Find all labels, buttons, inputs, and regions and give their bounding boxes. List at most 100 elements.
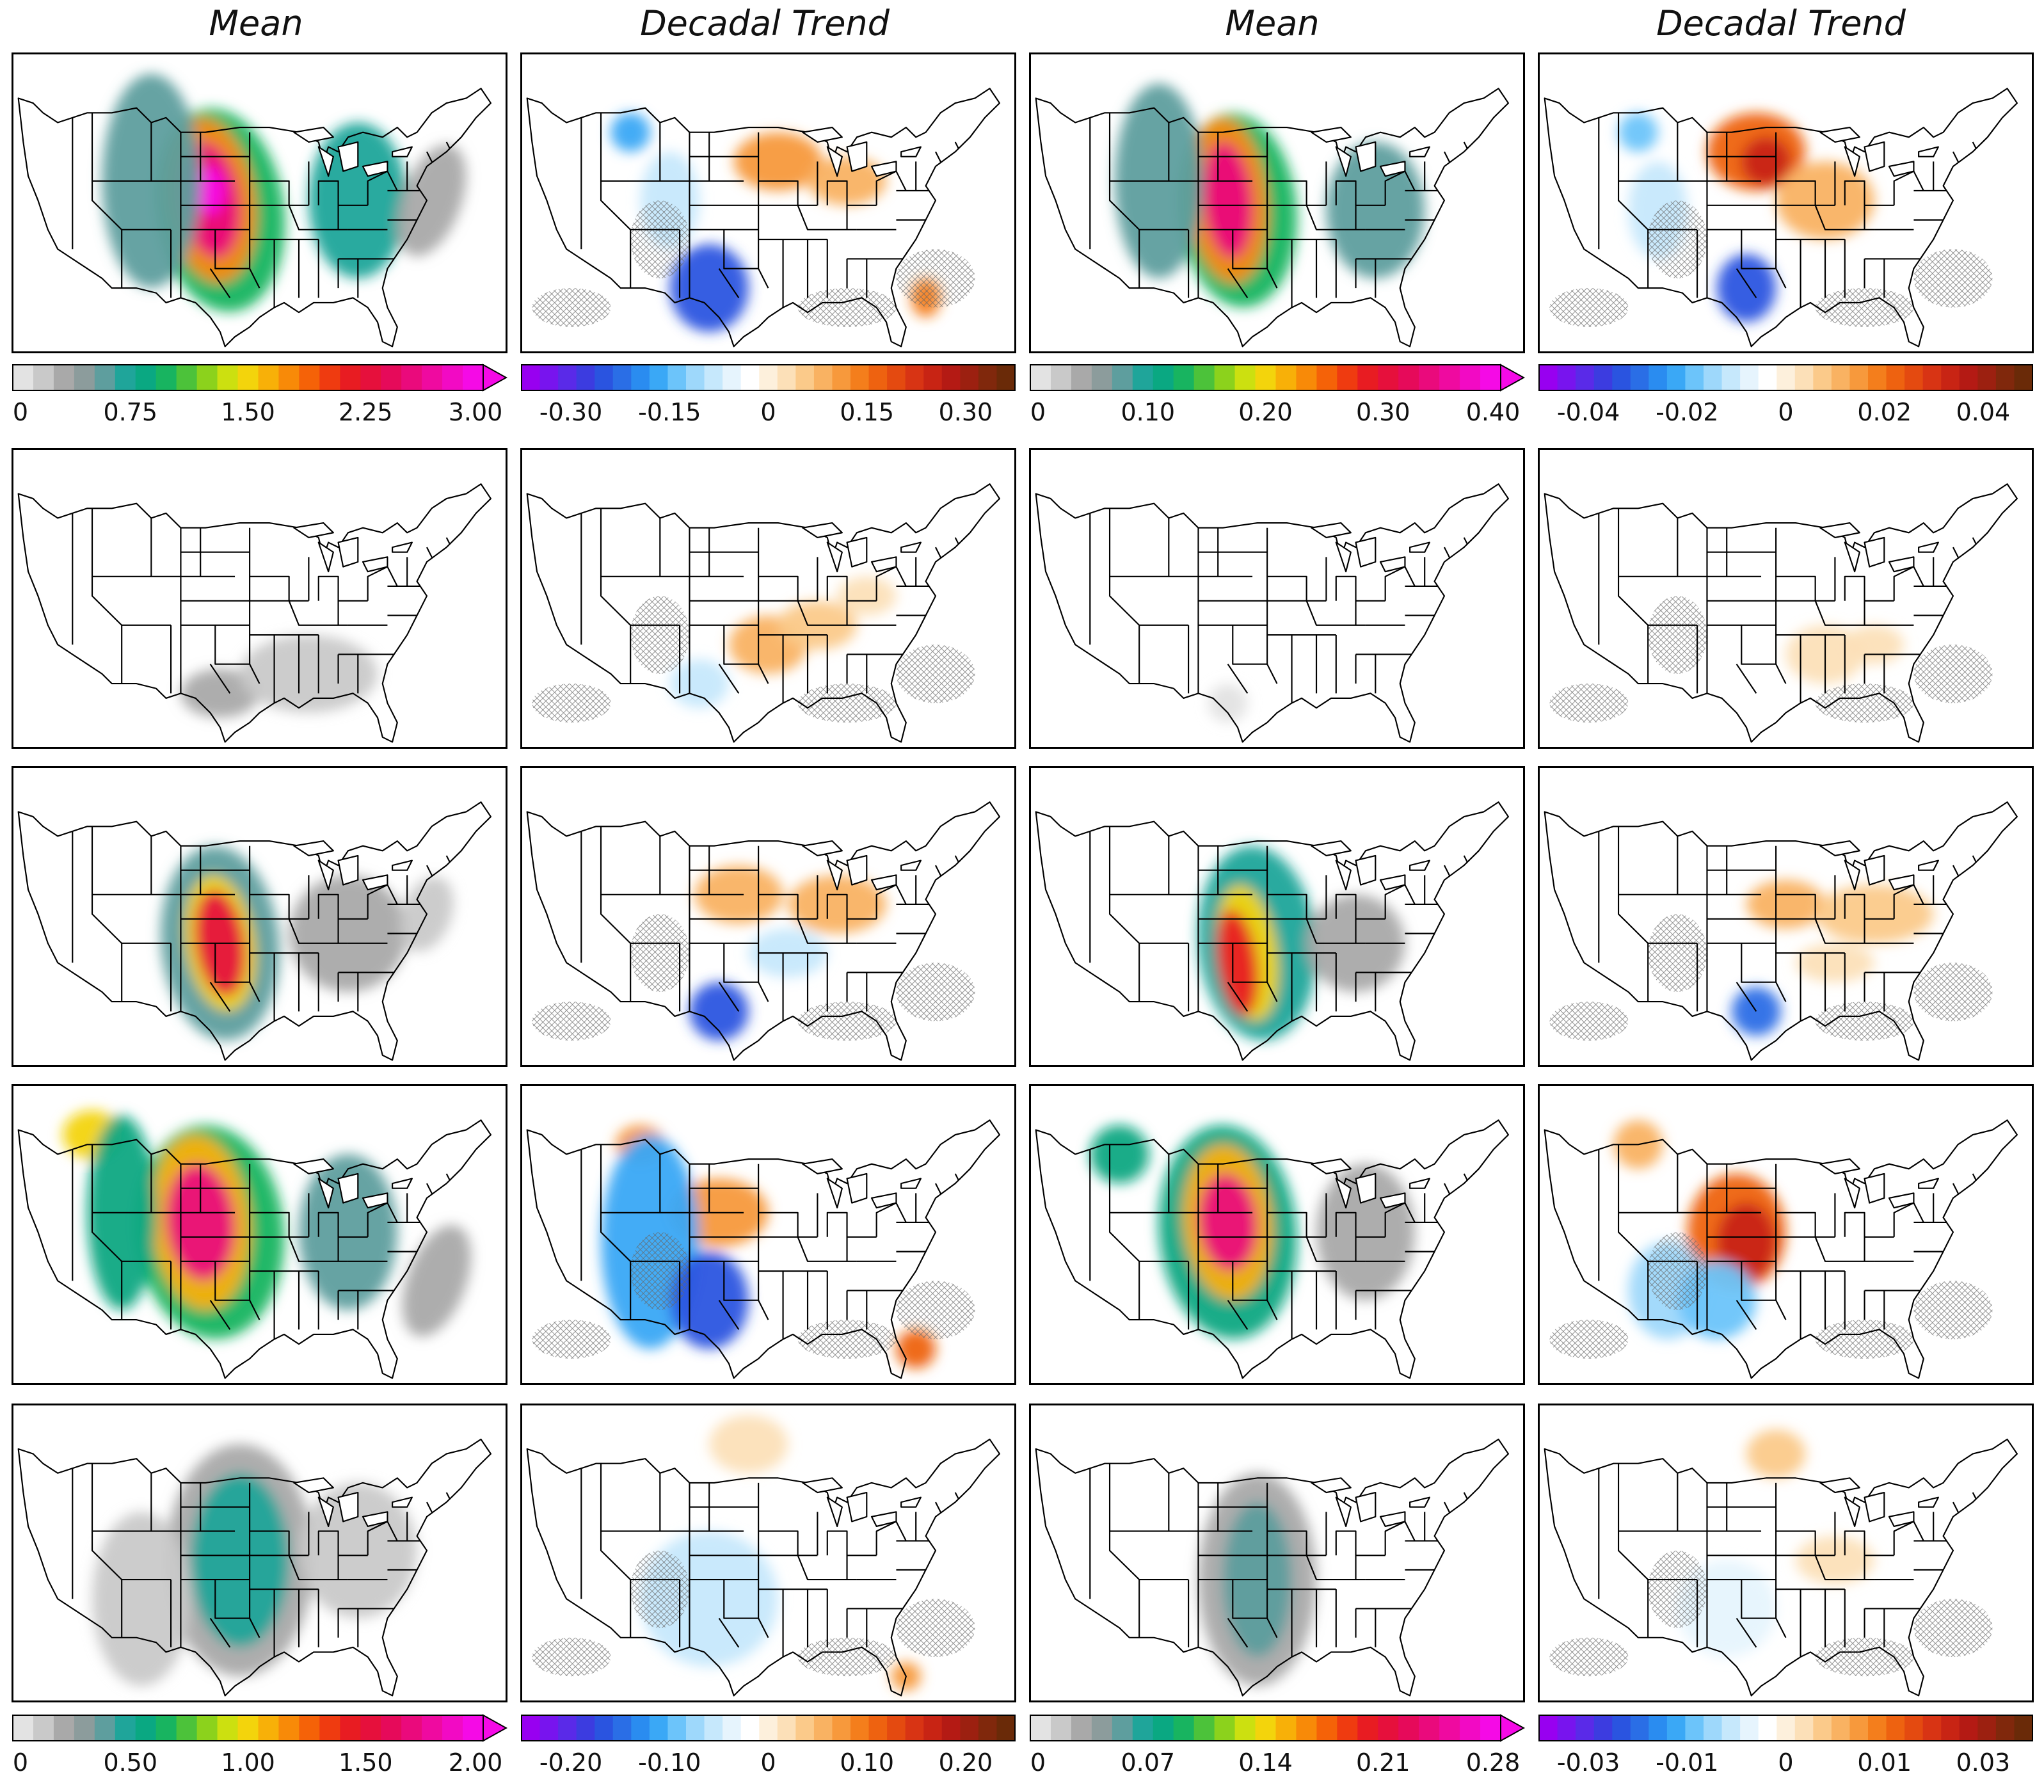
great-lake	[293, 840, 334, 856]
great-lake	[1918, 541, 1939, 553]
colorbar-tick-label: 0.04	[1956, 398, 2011, 426]
great-lake	[1311, 1477, 1352, 1494]
colorbar-tick-label: 1.00	[221, 1748, 275, 1777]
great-lake	[846, 1491, 868, 1523]
colorbar-swatch	[1612, 365, 1631, 390]
colorbar-swatch	[1091, 365, 1113, 390]
significance-hatching	[1549, 914, 1993, 1041]
colorbar-swatch	[1649, 1715, 1668, 1741]
great-lake	[1335, 1178, 1352, 1209]
great-lake	[1355, 1172, 1377, 1204]
great-lake	[1335, 541, 1352, 573]
great-lake	[870, 874, 897, 891]
colorbar-swatch	[1132, 365, 1154, 390]
colorbar-swatch	[1886, 1715, 1905, 1741]
colorbar-tick-label: 2.25	[338, 398, 393, 426]
colorbar-swatch	[539, 1715, 559, 1741]
colorbar-swatch	[759, 1715, 778, 1741]
colorbar-swatch	[813, 365, 833, 390]
colorbar-swatch	[237, 1715, 259, 1741]
great-lake	[1918, 1178, 1939, 1189]
colorbar-swatch	[631, 365, 650, 390]
colorbar-swatch	[1922, 365, 1942, 390]
colorbar-swatch	[1071, 365, 1092, 390]
great-lake	[826, 146, 843, 177]
significance-hatching	[532, 596, 975, 723]
map-panel-r2-c4	[1538, 448, 2034, 749]
great-lake	[900, 860, 922, 871]
column-title-trend-1: Decadal Trend	[640, 3, 890, 44]
colorbar-swatch	[1316, 365, 1337, 390]
colorbar-swatch	[1813, 1715, 1832, 1741]
colorbar-swatch	[1316, 1715, 1337, 1741]
colorbar-tick-label: 0.30	[938, 398, 993, 426]
colorbar-swatch	[1255, 1715, 1276, 1741]
colorbar-tick-label: 0.10	[840, 1748, 894, 1777]
coastline	[17, 88, 492, 348]
great-lake	[1379, 556, 1406, 573]
colorbar-tick-label: 0.14	[1238, 1748, 1293, 1777]
map-panel-r1-c4	[1538, 52, 2034, 353]
colorbar-swatch	[217, 1715, 239, 1741]
colorbar-swatch	[723, 365, 742, 390]
colorbar-swatch	[1419, 1715, 1440, 1741]
colorbar-swatch	[33, 1715, 54, 1741]
colorbar-swatch	[649, 365, 668, 390]
field-layer	[92, 1444, 417, 1686]
field-contour	[1844, 625, 1904, 664]
great-lake	[1355, 854, 1377, 886]
field-layer	[1731, 879, 1934, 1036]
colorbar-swatch	[1868, 1715, 1887, 1741]
field-contour	[611, 113, 650, 152]
great-lake	[1888, 556, 1915, 573]
colorbar-tick-label: 0	[1030, 1748, 1046, 1777]
great-lake	[1918, 860, 1939, 871]
great-lake	[1918, 1496, 1939, 1508]
colorbar-swatch	[1977, 365, 1997, 390]
great-lake	[1844, 1178, 1860, 1209]
colorbar-tick-label: -0.10	[638, 1748, 701, 1777]
coastline	[1035, 88, 1510, 348]
great-lake	[1409, 541, 1430, 553]
great-lake	[802, 1477, 843, 1494]
colorbar-swatch	[1813, 365, 1832, 390]
state-borders	[526, 483, 1001, 743]
field-contour	[1217, 909, 1259, 1016]
colorbar-swatch	[1132, 1715, 1154, 1741]
colorbar-swatch	[740, 1715, 760, 1741]
colorbar-swatch	[1576, 1715, 1595, 1741]
colorbar-swatch	[176, 365, 198, 390]
great-lake	[900, 146, 922, 157]
great-lake	[1311, 840, 1352, 856]
great-lake	[1355, 536, 1377, 568]
colorbar-swatch	[887, 1715, 906, 1741]
map-panel-r5-c1	[12, 1404, 507, 1702]
great-lake	[1888, 874, 1915, 891]
colorbar-swatch	[1439, 365, 1460, 390]
great-lake	[900, 1496, 922, 1508]
colorbar-swatch	[777, 365, 796, 390]
colorbar-swatch	[1337, 1715, 1358, 1741]
colorbar-swatch	[1214, 1715, 1236, 1741]
colorbar-tick-label: 0.40	[1465, 398, 1521, 426]
great-lake	[317, 1496, 334, 1527]
colorbar-swatch	[94, 1715, 116, 1741]
great-lake	[1918, 146, 1939, 157]
colorbar-tick-label: 0.15	[840, 398, 894, 426]
field-contour	[1208, 684, 1248, 723]
colorbar-tick-label: -0.30	[539, 398, 603, 426]
field-contour	[1746, 1429, 1806, 1478]
great-lake	[1864, 1172, 1885, 1204]
colorbar-swatch	[1941, 1715, 1960, 1741]
field-contour	[1198, 1174, 1258, 1271]
great-lake	[392, 1496, 413, 1508]
colorbar-swatch	[1419, 365, 1440, 390]
colorbar-swatch	[1050, 365, 1072, 390]
colorbar-swatch	[686, 365, 705, 390]
significance-hatching	[532, 200, 975, 327]
state-borders	[17, 1119, 492, 1379]
state-borders	[1035, 1119, 1510, 1379]
field-contour	[733, 132, 823, 191]
colorbar-swatch	[1777, 1715, 1796, 1741]
